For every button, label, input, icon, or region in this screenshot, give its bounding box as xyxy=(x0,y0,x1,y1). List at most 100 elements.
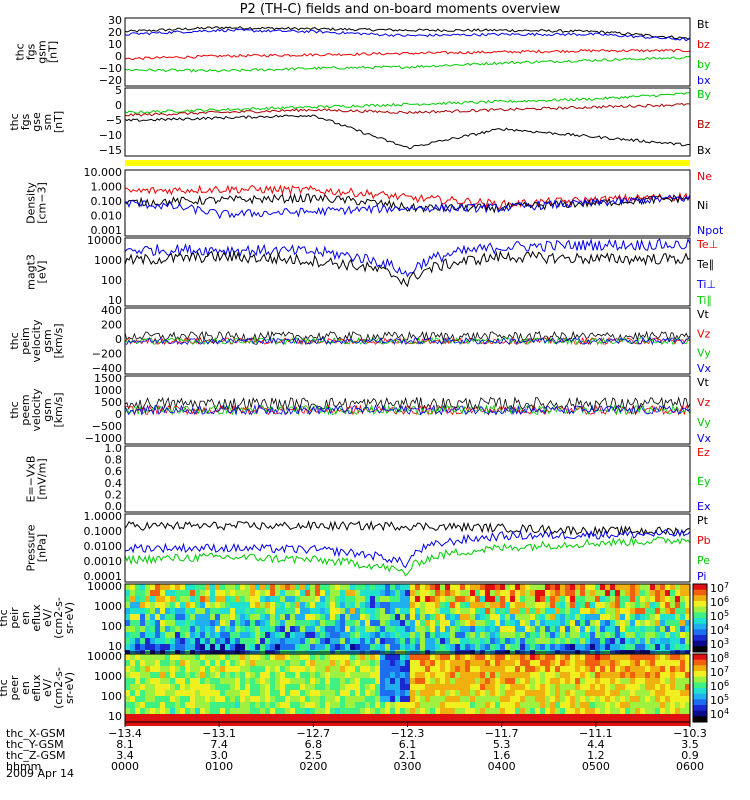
y-axis-label: thcpeimvelocitygsm[km/s] xyxy=(8,319,65,362)
y-axis-label: thcfgsgsm[nT] xyxy=(14,40,60,63)
series-line-Pt xyxy=(124,520,691,537)
x-tick-label: −10.3 xyxy=(673,727,707,740)
legend-entry: By xyxy=(697,88,712,101)
x-tick-label: 6.1 xyxy=(399,738,417,751)
colorbar-tick-label: 104 xyxy=(710,623,729,637)
legend-entry: Ez xyxy=(697,446,710,459)
series-line-Ti⊥ xyxy=(124,237,691,278)
y-tick-label: 0.1000 xyxy=(84,525,123,538)
y-axis-label: thcpeerenefluxeV/(cm2-s-sr-eV) xyxy=(0,667,76,709)
x-tick-label: 0500 xyxy=(582,760,610,773)
legend-entry: Vy xyxy=(697,347,711,360)
panel-frame xyxy=(124,583,691,653)
series-line-by xyxy=(124,55,691,73)
legend-entry: Ey xyxy=(697,475,711,488)
x-tick-label: −11.1 xyxy=(579,727,613,740)
legend-entry: Vz xyxy=(697,396,711,409)
y-tick-label: 1500 xyxy=(94,372,122,385)
legend-entry: Ni xyxy=(697,199,708,212)
x-tick-label: 8.1 xyxy=(116,738,134,751)
colorbar-tick-label: 106 xyxy=(710,679,729,693)
x-tick-label: 3.5 xyxy=(681,738,699,751)
y-axis-label: thcpeemvelocitygsm[km/s] xyxy=(8,388,65,431)
y-tick-label: 200 xyxy=(101,319,122,332)
series-line-Bt xyxy=(124,25,691,40)
series-line-Pe xyxy=(124,535,691,577)
y-tick-label: 100 xyxy=(101,690,122,703)
y-tick-label: −20 xyxy=(99,74,122,87)
y-tick-label: −10 xyxy=(99,62,122,75)
y-tick-label: 10 xyxy=(108,294,122,307)
colorbar-tick-label: 107 xyxy=(710,665,729,679)
y-tick-label: 10000 xyxy=(87,234,122,247)
y-tick-label: 0.0 xyxy=(105,500,123,513)
y-tick-label: 0.0010 xyxy=(84,555,123,568)
y-axis-label: Density[cm−3] xyxy=(25,182,49,224)
y-tick-label: 10000 xyxy=(87,650,122,663)
legend-entry: Ti∥ xyxy=(696,294,712,307)
legend-entry: Vx xyxy=(697,432,712,445)
legend-entry: Vx xyxy=(697,362,712,375)
y-tick-label: −400 xyxy=(92,362,122,375)
panel-frame xyxy=(124,87,691,157)
panel-frame xyxy=(124,237,691,307)
series-line-Npot xyxy=(124,194,691,220)
panel-frame xyxy=(124,169,691,237)
y-tick-label: 0.001 xyxy=(91,224,123,237)
panel-frame xyxy=(124,375,691,445)
legend-entry: Vy xyxy=(697,416,711,429)
y-tick-label: 1000 xyxy=(94,254,122,267)
y-tick-label: −1000 xyxy=(85,432,122,445)
x-tick-label: 0000 xyxy=(111,760,139,773)
y-tick-label: −15 xyxy=(99,144,122,157)
y-tick-label: 10 xyxy=(108,38,122,51)
data-flag-bar xyxy=(125,160,690,166)
legend-entry: Pe xyxy=(697,554,710,567)
y-tick-label: 1.0 xyxy=(105,442,123,455)
y-tick-label: 0.4 xyxy=(105,477,123,490)
x-tick-label: 0100 xyxy=(205,760,233,773)
y-tick-label: 100 xyxy=(101,620,122,633)
figure-title: P2 (TH-C) fields and on-board moments ov… xyxy=(240,2,561,17)
legend-entry: bx xyxy=(697,74,711,87)
panels: 3020100−10−20thcfgsgsm[nT]Btbzbybx50−5−1… xyxy=(0,14,729,726)
legend-entry: Te∥ xyxy=(696,258,714,271)
x-tick-label: −13.4 xyxy=(108,727,142,740)
panel-temp: 10000 1000 100 10 magt3[eV] Te⊥ Te∥ Ti⊥ Ti∥ xyxy=(25,234,719,307)
panel-frame xyxy=(124,445,691,513)
panel-efield: 1.00.80.60.40.20.0 E=−VxB[mV/m] Ez Ey Ex xyxy=(25,442,711,513)
x-tick-label: 4.4 xyxy=(587,738,605,751)
series-line-Bz xyxy=(124,102,691,117)
y-tick-label: 0.6 xyxy=(105,465,123,478)
y-tick-label: 0.100 xyxy=(91,195,123,208)
series-line-Vx xyxy=(124,336,691,346)
legend-entry: Vt xyxy=(697,376,710,389)
colorbar-tick-label: 105 xyxy=(710,609,729,623)
panel-density: 10.000 1.0000.100 0.0100.001 Density[cm−3] N… xyxy=(25,166,724,237)
legend-entry: bz xyxy=(697,38,710,51)
x-tick-label: 1.2 xyxy=(587,749,605,762)
y-tick-label: 1.0000 xyxy=(84,510,123,523)
legend-entry: Vz xyxy=(697,327,711,340)
y-tick-label: 5 xyxy=(115,84,122,97)
x-tick-label: 6.8 xyxy=(305,738,323,751)
legend-entry: Pi xyxy=(697,570,706,583)
series-line-bx xyxy=(124,28,691,42)
colorbar-tick-label: 108 xyxy=(710,651,729,665)
series-line-By xyxy=(124,92,691,114)
x-tick-label: −12.3 xyxy=(391,727,425,740)
series-line-Bx xyxy=(124,114,691,150)
panel-frame xyxy=(124,307,691,375)
spectrogram-spec_i xyxy=(125,584,690,656)
x-tick-label: 7.4 xyxy=(210,738,228,751)
x-tick-label: −12.7 xyxy=(296,727,330,740)
y-tick-label: 20 xyxy=(108,26,122,39)
legend-entry: Ex xyxy=(697,500,711,513)
x-tick-label: 5.3 xyxy=(493,738,511,751)
x-tick-label: 2.1 xyxy=(399,749,417,762)
